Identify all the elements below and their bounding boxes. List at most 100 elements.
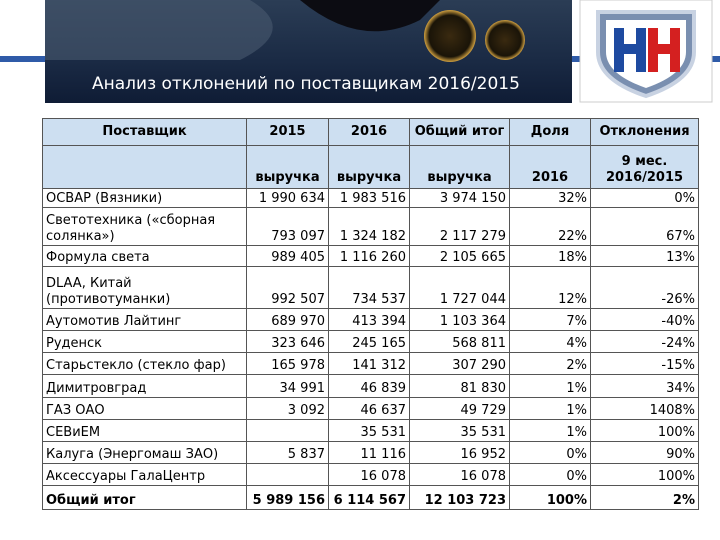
cell-value: 34 991	[246, 374, 329, 398]
dashboard	[45, 0, 273, 60]
cell-value: -24%	[590, 330, 699, 353]
supplier-name: ОСВАР (Вязники)	[42, 188, 247, 208]
supplier-name: Старьстекло (стекло фар)	[42, 352, 247, 375]
cell-value: 1 990 634	[246, 188, 329, 208]
subheader-cell: выручка	[246, 145, 329, 189]
cell-value: 3 974 150	[409, 188, 510, 208]
column-header: Доля	[509, 118, 591, 146]
cell-value: 16 078	[409, 463, 510, 486]
cell-value: 245 165	[328, 330, 410, 353]
logo-letter	[648, 28, 680, 72]
logo-letter	[614, 28, 646, 72]
cell-value: 90%	[590, 441, 699, 464]
subheader-cell	[42, 145, 247, 189]
cell-value: 307 290	[409, 352, 510, 375]
cell-value: 3 092	[246, 397, 329, 420]
cell-value: 0%	[509, 441, 591, 464]
cell-value: 18%	[509, 245, 591, 267]
column-header: 2016	[328, 118, 410, 146]
cell-value: 1%	[509, 374, 591, 398]
supplier-name: Аутомотив Лайтинг	[42, 308, 247, 331]
cell-value: 22%	[509, 207, 591, 246]
supplier-name: Формула света	[42, 245, 247, 267]
cell-value: 35 531	[409, 419, 510, 442]
supplier-name: Светотехника («сборная солянка»)	[42, 207, 247, 246]
cell-value: 2 105 665	[409, 245, 510, 267]
data-row: Аксессуары ГалаЦентр 16 078 16 078 0% 100%	[42, 463, 699, 486]
data-row: ГАЗ ОАО 3 092 46 637 49 729 1% 1408%	[42, 397, 699, 420]
cell-value: 16 078	[328, 463, 410, 486]
subheader-row: выручка выручка выручка 2016 9 мес. 2016/201…	[42, 145, 699, 189]
subheader-cell: выручка	[328, 145, 410, 189]
cell-value: 13%	[590, 245, 699, 267]
cell-value: 989 405	[246, 245, 329, 267]
cell-value: 689 970	[246, 308, 329, 331]
supplier-name: Калуга (Энергомаш ЗАО)	[42, 441, 247, 464]
cell-value: 6 114 567	[328, 485, 410, 510]
cell-value: 323 646	[246, 330, 329, 353]
cell-value	[246, 419, 329, 442]
cell-value: 100%	[590, 463, 699, 486]
cell-value: 165 978	[246, 352, 329, 375]
subheader-cell: 2016	[509, 145, 591, 189]
supplier-name: DLAA, Китай (противотуманки)	[42, 266, 247, 309]
cell-value: 141 312	[328, 352, 410, 375]
cell-value: -15%	[590, 352, 699, 375]
cell-value: -26%	[590, 266, 699, 309]
cell-value: 1 983 516	[328, 188, 410, 208]
data-row: Руденск 323 646 245 165 568 811 4% -24%	[42, 330, 699, 353]
subheader-cell: 9 мес. 2016/2015	[590, 145, 699, 189]
data-row: ОСВАР (Вязники) 1 990 634 1 983 516 3 974 1…	[42, 188, 699, 208]
cell-value: 81 830	[409, 374, 510, 398]
column-header: Отклонения	[590, 118, 699, 146]
cell-value: 7%	[509, 308, 591, 331]
supplier-name: Димитровград	[42, 374, 247, 398]
supplier-name: ГАЗ ОАО	[42, 397, 247, 420]
subheader-cell: выручка	[409, 145, 510, 189]
cell-value: 1 324 182	[328, 207, 410, 246]
cell-value: 1408%	[590, 397, 699, 420]
cell-value: 34%	[590, 374, 699, 398]
cell-value: 67%	[590, 207, 699, 246]
cell-value: 46 839	[328, 374, 410, 398]
cell-value: -40%	[590, 308, 699, 331]
data-row: Калуга (Энергомаш ЗАО) 5 837 11 116 16 952 0…	[42, 441, 699, 464]
gauge	[424, 10, 476, 62]
cell-value: 1 727 044	[409, 266, 510, 309]
wheel	[300, 0, 440, 32]
supplier-name: Руденск	[42, 330, 247, 353]
cell-value: 1%	[509, 397, 591, 420]
cell-value: 5 989 156	[246, 485, 329, 510]
cell-value: 1 116 260	[328, 245, 410, 267]
data-row: DLAA, Китай (противотуманки) 992 507 734 5…	[42, 266, 699, 309]
total-row: Общий итог 5 989 156 6 114 567 12 103 723 10…	[42, 485, 699, 510]
supplier-name: Аксессуары ГалаЦентр	[42, 463, 247, 486]
banner	[0, 0, 720, 103]
cell-value: 100%	[590, 419, 699, 442]
header-row: Поставщик 2015 2016 Общий итог Доля Отклонени…	[42, 118, 699, 146]
cell-value: 2%	[590, 485, 699, 510]
cell-value: 568 811	[409, 330, 510, 353]
gauge	[485, 20, 525, 60]
cell-value: 2%	[509, 352, 591, 375]
column-header: 2015	[246, 118, 329, 146]
cell-value: 413 394	[328, 308, 410, 331]
cell-value: 11 116	[328, 441, 410, 464]
column-header: Поставщик	[42, 118, 247, 146]
slide-title: Анализ отклонений по поставщикам 2016/20…	[92, 74, 520, 94]
supplier-name: СЕВиЕМ	[42, 419, 247, 442]
cell-value: 0%	[509, 463, 591, 486]
cell-value: 100%	[509, 485, 591, 510]
cell-value: 49 729	[409, 397, 510, 420]
cell-value: 793 097	[246, 207, 329, 246]
cell-value: 1 103 364	[409, 308, 510, 331]
cell-value: 992 507	[246, 266, 329, 309]
cell-value	[246, 463, 329, 486]
data-row: Старьстекло (стекло фар) 165 978 141 312 30…	[42, 352, 699, 375]
cell-value: 46 637	[328, 397, 410, 420]
cell-value: 734 537	[328, 266, 410, 309]
cell-value: 12 103 723	[409, 485, 510, 510]
cell-value: 1%	[509, 419, 591, 442]
cell-value: 35 531	[328, 419, 410, 442]
